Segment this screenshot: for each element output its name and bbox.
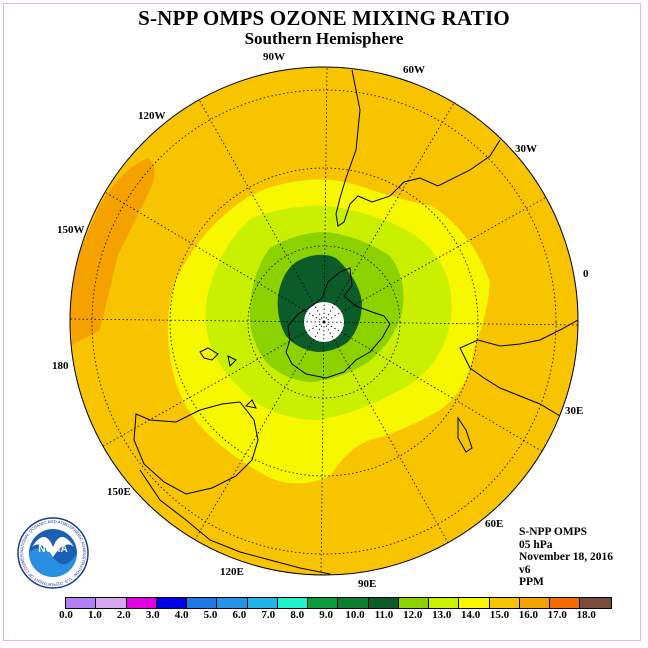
figure-frame (3, 3, 641, 641)
ozone-field (70, 67, 578, 575)
tasmania-coast (244, 399, 257, 409)
lon-label-30e: 30E (565, 405, 583, 417)
colorbar-tick-label: 9.0 (319, 609, 333, 621)
colorbar-segment (489, 598, 520, 608)
meridian-line (198, 98, 325, 323)
lon-label-150e: 150E (107, 486, 131, 498)
meridian-line (323, 101, 455, 323)
meridian-lines (70, 67, 578, 575)
africa-coast (459, 319, 578, 417)
colorbar-tick-label: 6.0 (232, 609, 247, 621)
info-version: v6 (519, 563, 531, 576)
lon-label-0: 0 (583, 268, 589, 280)
colorbar-segment (338, 598, 369, 608)
meridian-line (323, 321, 545, 453)
meridian-line (323, 196, 548, 323)
colorbar-tick-label: 16.0 (518, 609, 539, 621)
lon-label-30w: 30W (515, 143, 537, 155)
lon-label-150w: 150W (57, 224, 85, 236)
noaa-logo: NOAA NATIONAL OCEANIC AND ATMOSPHERIC AD… (17, 517, 89, 589)
pole-marker (322, 320, 326, 324)
meridian-line (193, 321, 325, 543)
meridian-line (323, 321, 578, 326)
south-america-coast (335, 69, 501, 227)
colorbar-tick-label: 4.0 (174, 609, 189, 621)
colorbar-segment (277, 598, 308, 608)
colorbar-segment (519, 598, 550, 608)
colorbar-segment (550, 598, 581, 608)
colorbar-tick-label: 1.0 (88, 609, 102, 621)
colorbar-tick-label: 2.0 (116, 609, 131, 621)
colorbar-tick-label: 0.0 (59, 609, 73, 621)
colorbar-segment (398, 598, 429, 608)
graticule (70, 67, 578, 575)
meridian-line (320, 321, 325, 575)
latitude-circle-inner (247, 245, 401, 399)
lon-label-120e: 120E (220, 566, 244, 578)
lon-label-90w: 90W (263, 51, 285, 63)
info-level: 05 hPa (519, 538, 553, 551)
lon-label-120w: 120W (138, 110, 166, 122)
colorbar-tick-label: 15.0 (489, 609, 510, 621)
info-date: November 18, 2016 (519, 551, 614, 563)
map-title: S-NPP OMPS OZONE MIXING RATIO (138, 6, 510, 30)
colorbar-tick-label: 13.0 (432, 609, 452, 621)
colorbar-segment (187, 598, 218, 608)
asia-coast (139, 469, 331, 575)
info-instrument: S-NPP OMPS (519, 526, 588, 538)
lon-label-90e: 90E (358, 578, 376, 590)
colorbar-segment (429, 598, 460, 608)
latitude-circle-middle (169, 167, 479, 477)
colorbar (65, 597, 612, 609)
lon-label-60w: 60W (403, 64, 425, 76)
colorbar-segment (156, 598, 187, 608)
lon-label-180: 180 (52, 360, 69, 372)
ozone-band-14-15 (70, 158, 155, 345)
lon-label-60e: 60E (485, 518, 503, 530)
colorbar-tick-label: 3.0 (145, 609, 160, 621)
colorbar-tick-label: 7.0 (261, 609, 276, 621)
colorbar-segment (217, 598, 248, 608)
coastlines (133, 69, 578, 575)
logo-text: NOAA (38, 544, 67, 555)
colorbar-segment (580, 598, 611, 608)
latitude-circle-outer (91, 89, 557, 555)
info-units: PPM (519, 576, 544, 588)
plot-info: S-NPP OMPS 05 hPa November 18, 2016 v6 P… (519, 526, 613, 589)
colorbar-segment (96, 598, 127, 608)
colorbar-segment (459, 598, 490, 608)
colorbar-tick-label: 8.0 (290, 609, 305, 621)
map-boundary (69, 66, 579, 576)
colorbar-segment (247, 598, 278, 608)
colorbar-ticks: 0.0 1.0 2.0 3.0 4.0 5.0 6.0 7.0 8.0 9.0 10.0 11.0 12… (0, 609, 648, 625)
meridian-line (70, 318, 325, 323)
colorbar-tick-label: 10.0 (345, 609, 365, 621)
longitude-labels: 90W 60W 30W 0 30E 60E 90E 120E 150E 180 … (52, 51, 589, 590)
madagascar-coast (457, 416, 473, 453)
new-zealand-coast (199, 347, 237, 368)
colorbar-segment (308, 598, 339, 608)
colorbar-tick-label: 11.0 (374, 609, 394, 621)
colorbar-segment (368, 598, 399, 608)
colorbar-tick-label: 17.0 (547, 609, 567, 621)
colorbar-segment (126, 598, 157, 608)
colorbar-tick-label: 12.0 (403, 609, 423, 621)
colorbar-tick-label: 18.0 (576, 609, 596, 621)
colorbar-tick-label: 14.0 (460, 609, 481, 621)
australia-coast (133, 401, 259, 495)
meridian-line (323, 321, 450, 546)
meridian-line (323, 67, 328, 323)
meridian-line (103, 191, 325, 323)
colorbar-segment (66, 598, 97, 608)
map-subtitle: Southern Hemisphere (244, 29, 404, 48)
colorbar-tick-label: 5.0 (203, 609, 218, 621)
meridian-line (100, 321, 325, 448)
